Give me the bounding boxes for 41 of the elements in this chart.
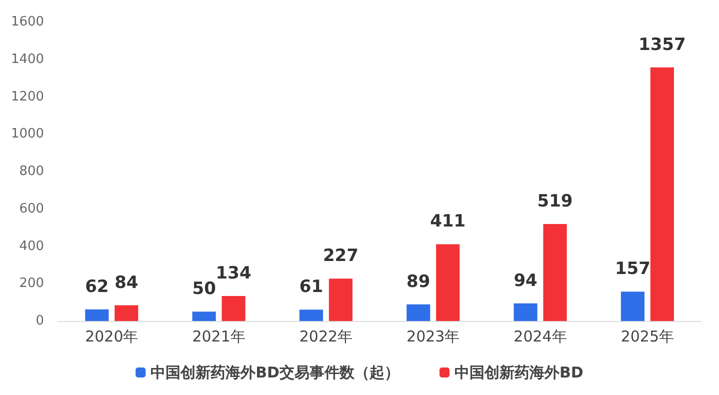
bar [436, 244, 460, 321]
data-label: 89 [406, 272, 430, 292]
y-tick-label: 600 [19, 201, 44, 216]
x-tick-label: 2025年 [620, 328, 674, 346]
bar [114, 305, 138, 321]
bar [620, 292, 644, 321]
data-label: 94 [514, 270, 538, 291]
bar [85, 309, 109, 321]
x-tick-label: 2021年 [192, 328, 246, 346]
data-label: 62 [85, 276, 109, 297]
y-tick-label: 1400 [10, 52, 44, 67]
x-tick-label: 2022年 [299, 328, 353, 346]
data-label: 61 [299, 277, 324, 298]
x-tick-label: 2020年 [85, 328, 138, 346]
legend-label: 中国创新药海外BD交易事件数（起） [150, 364, 400, 382]
data-label: 1357 [638, 34, 686, 55]
data-label: 84 [114, 272, 138, 293]
y-tick-label: 400 [19, 238, 44, 254]
data-label: 227 [322, 246, 358, 266]
y-tick-label: 0 [36, 314, 44, 328]
data-label: 134 [216, 263, 252, 284]
bar [192, 312, 216, 321]
bar [299, 310, 324, 321]
legend-label: 中国创新药海外BD [454, 364, 584, 382]
bar [406, 304, 430, 321]
y-tick-label: 1000 [10, 126, 44, 142]
y-tick-label: 200 [19, 276, 44, 292]
data-label: 157 [614, 259, 650, 280]
bar [650, 67, 674, 321]
bar [543, 224, 567, 321]
y-tick-label: 800 [19, 164, 44, 179]
y-tick-label: 1600 [10, 14, 44, 30]
bar [222, 296, 246, 321]
x-tick-label: 2023年 [406, 328, 460, 346]
bar [328, 278, 352, 321]
y-tick-label: 1200 [10, 89, 44, 104]
bar [514, 303, 538, 321]
data-label: 411 [430, 212, 466, 232]
x-tick-label: 2024年 [514, 328, 567, 346]
data-label: 519 [537, 192, 573, 212]
data-label: 50 [192, 279, 216, 300]
